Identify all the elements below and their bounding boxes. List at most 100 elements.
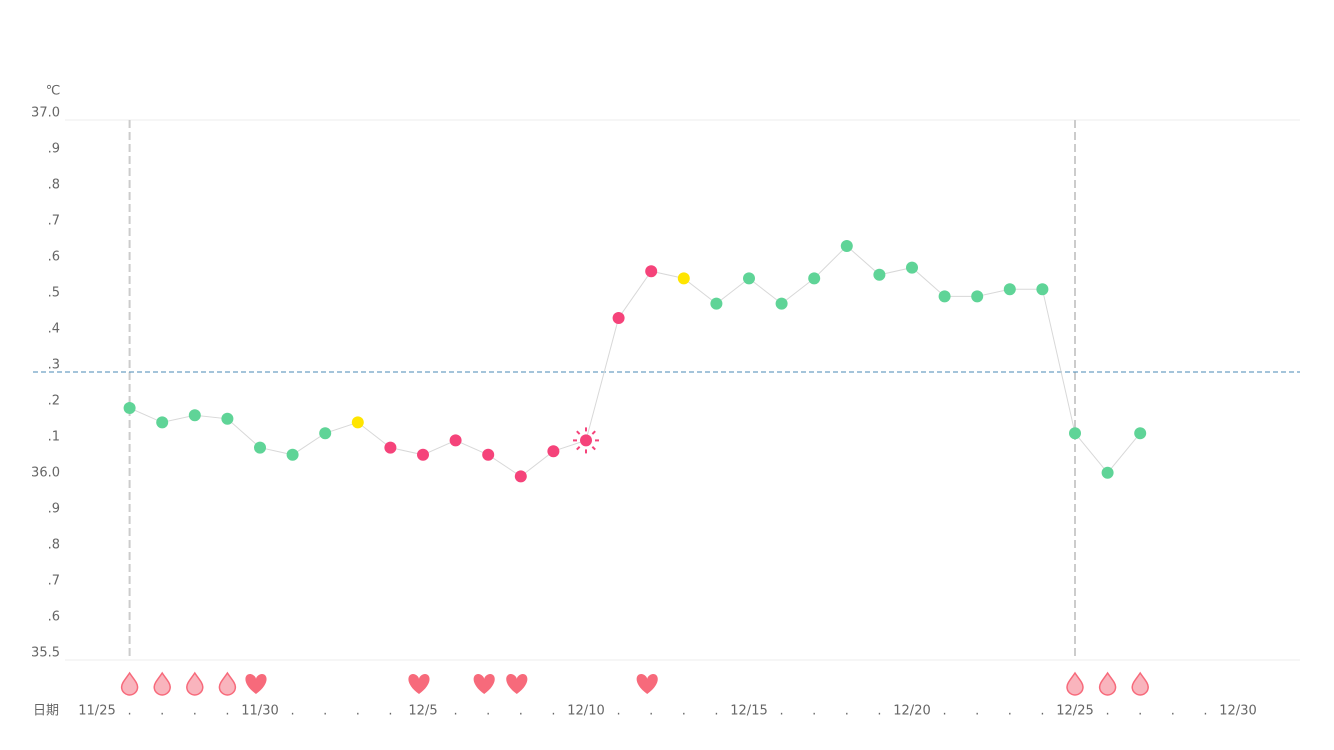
x-tick-label: . xyxy=(1203,704,1207,719)
x-tick-label: . xyxy=(1106,704,1110,719)
y-tick-label: .7 xyxy=(48,214,60,229)
x-tick-label: . xyxy=(714,704,718,719)
y-tick-label: 36.0 xyxy=(31,466,60,481)
y-tick-label: .4 xyxy=(48,322,60,337)
x-tick-label: 12/5 xyxy=(408,704,437,719)
temperature-point xyxy=(156,416,169,429)
y-tick-label: .3 xyxy=(48,358,60,373)
period-icon xyxy=(120,671,139,696)
period-icon xyxy=(153,671,171,696)
x-tick-label: . xyxy=(649,704,653,719)
temperature-point xyxy=(1036,283,1049,296)
temperature-point xyxy=(1134,427,1147,440)
x-tick-label: . xyxy=(943,704,947,719)
heart-icon xyxy=(506,674,528,694)
temperature-point xyxy=(938,290,951,303)
y-tick-label: .6 xyxy=(48,610,60,625)
temperature-point xyxy=(547,445,560,458)
x-axis-label: 日期 xyxy=(33,704,59,719)
x-tick-label: . xyxy=(193,704,197,719)
temperature-point xyxy=(188,409,201,422)
y-tick-label: .6 xyxy=(48,250,60,265)
x-tick-label: . xyxy=(617,704,621,719)
heart-icon xyxy=(245,674,267,694)
temperature-point xyxy=(971,290,984,303)
heart-icon xyxy=(473,674,495,694)
x-tick-label: . xyxy=(780,704,784,719)
temperature-point xyxy=(840,240,853,252)
x-tick-label: 12/20 xyxy=(893,704,930,719)
x-tick-label: . xyxy=(388,704,392,719)
x-tick-label: 12/15 xyxy=(730,704,767,719)
x-tick-label: . xyxy=(551,704,555,719)
x-tick-label: . xyxy=(454,704,458,719)
temperature-point xyxy=(1003,283,1016,296)
temperature-point xyxy=(873,268,886,281)
y-tick-label: 35.5 xyxy=(31,646,60,661)
y-tick-label: .1 xyxy=(48,430,60,445)
y-tick-label: 37.0 xyxy=(31,106,60,121)
x-tick-label: 11/25 xyxy=(78,704,115,719)
temperature-point xyxy=(319,427,332,440)
temperature-line xyxy=(129,245,1141,478)
period-icon xyxy=(1098,671,1117,696)
y-tick-label: .5 xyxy=(48,286,60,301)
temperature-point xyxy=(612,312,625,324)
x-tick-label: . xyxy=(160,704,164,719)
temperature-point xyxy=(677,272,690,285)
temperature-point xyxy=(254,441,266,454)
temperature-point xyxy=(906,261,918,274)
temperature-point xyxy=(808,272,821,285)
y-unit: ℃ xyxy=(46,84,61,99)
x-tick-label: 12/25 xyxy=(1056,704,1093,719)
ovulation-marker xyxy=(573,427,599,454)
y-tick-label: .7 xyxy=(48,574,60,589)
period-icon xyxy=(218,671,237,696)
y-tick-label: .9 xyxy=(48,142,60,157)
x-tick-label: 12/30 xyxy=(1219,704,1256,719)
x-tick-label: . xyxy=(291,704,295,719)
x-tick-label: . xyxy=(356,704,360,719)
x-tick-label: . xyxy=(845,704,849,719)
heart-icon xyxy=(408,674,430,694)
temperature-point xyxy=(384,441,397,454)
y-tick-label: .8 xyxy=(48,178,60,193)
temperature-point xyxy=(221,412,234,425)
period-icon xyxy=(1066,671,1084,696)
x-tick-label: . xyxy=(1138,704,1142,719)
x-tick-label: . xyxy=(1171,704,1175,719)
y-tick-label: .2 xyxy=(48,394,60,409)
period-icon xyxy=(1131,671,1149,696)
temperature-point xyxy=(449,434,462,447)
x-tick-label: . xyxy=(486,704,490,719)
x-tick-label: . xyxy=(519,704,523,719)
heart-icon xyxy=(636,674,658,694)
temperature-point xyxy=(743,272,755,285)
x-tick-label: . xyxy=(1040,704,1044,719)
period-icon xyxy=(186,671,204,696)
temperature-point xyxy=(351,416,364,429)
x-tick-label: . xyxy=(323,704,327,719)
temperature-point xyxy=(286,448,299,461)
x-tick-label: . xyxy=(1008,704,1012,719)
temperature-point xyxy=(417,448,429,461)
x-tick-label: 12/10 xyxy=(567,704,604,719)
y-tick-label: .9 xyxy=(48,502,60,517)
temperature-point xyxy=(1069,427,1081,440)
temperature-point xyxy=(1101,466,1114,479)
temperature-point xyxy=(514,470,527,483)
x-tick-label: . xyxy=(682,704,686,719)
y-tick-label: .8 xyxy=(48,538,60,553)
temperature-point xyxy=(710,297,723,310)
x-tick-label: . xyxy=(225,704,229,719)
x-tick-label: . xyxy=(877,704,881,719)
x-tick-label: . xyxy=(812,704,816,719)
temperature-point xyxy=(123,402,136,414)
x-tick-label: . xyxy=(975,704,979,719)
temperature-point xyxy=(482,448,495,461)
x-tick-label: 11/30 xyxy=(241,704,278,719)
temperature-point xyxy=(645,265,658,278)
temperature-point xyxy=(775,297,788,310)
x-tick-label: . xyxy=(128,704,132,719)
